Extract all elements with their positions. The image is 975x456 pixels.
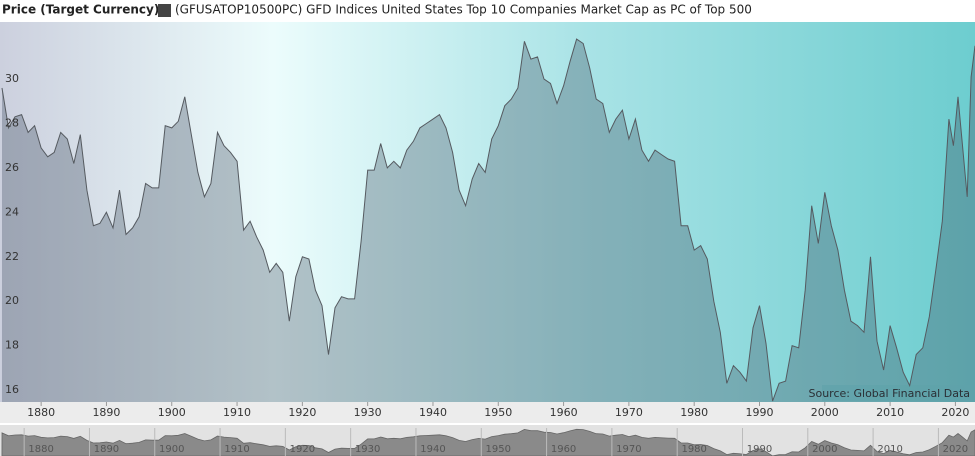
y-tick-label: 18 [5,339,19,352]
x-tick-label: 1920 [288,406,316,419]
x-axis-band [0,402,975,423]
x-tick-label: 1970 [615,406,643,419]
x-tick-label: 2000 [811,406,839,419]
navigator-label: 1980 [681,444,706,455]
navigator-area [1,428,975,456]
x-tick-label: 1890 [92,406,120,419]
x-tick-label: 2010 [876,406,904,419]
navigator-label: 1920 [290,444,315,455]
x-tick-label: 1940 [419,406,447,419]
y-tick-label: 28 [5,116,19,129]
navigator-label: 2000 [812,444,837,455]
source-annotation: Source: Global Financial Data [809,387,971,400]
area-line [1,38,975,402]
x-tick-label: 1960 [550,406,578,419]
navigator-label: 1890 [94,444,119,455]
navigator-label: 2020 [943,444,968,455]
navigator-label: 1960 [551,444,576,455]
navigator-label: 1970 [616,444,641,455]
legend-label: (GFUSATOP10500PC) GFD Indices United Sta… [175,3,752,17]
x-tick-label: 1880 [27,406,55,419]
x-tick-label: 1910 [223,406,251,419]
navigator-labels: 1880 1890 1900 1910 1920 1930 1940 1950 1960 1970… [23,428,968,456]
navigator-label: 1940 [420,444,445,455]
y-tick-label: 30 [5,72,19,85]
navigator-label: 1910 [224,444,249,455]
navigator-label: 1900 [159,444,184,455]
navigator-label: 1990 [747,444,772,455]
navigator-label: 1880 [28,444,53,455]
navigator-label: 2010 [877,444,902,455]
x-tick-label: 1930 [354,406,382,419]
legend-swatch [158,4,171,17]
annotation-bg [822,385,972,401]
area-fill [1,39,975,402]
y-tick-label: 26 [5,161,19,174]
x-tick-label: 1950 [484,406,512,419]
y-tick-label: 20 [5,294,19,307]
y-tick-label: 24 [5,205,19,218]
y-tick-label: 22 [5,250,19,263]
x-tick-label: 1980 [680,406,708,419]
chart-title: Price (Target Currency) [2,3,159,17]
navigator-label: 1950 [486,444,511,455]
x-tick-label: 2020 [941,406,969,419]
y-tick-label: 16 [5,383,19,396]
navigator-label: 1930 [355,444,380,455]
x-tick-label: 1990 [745,406,773,419]
x-tick-label: 1900 [158,406,186,419]
